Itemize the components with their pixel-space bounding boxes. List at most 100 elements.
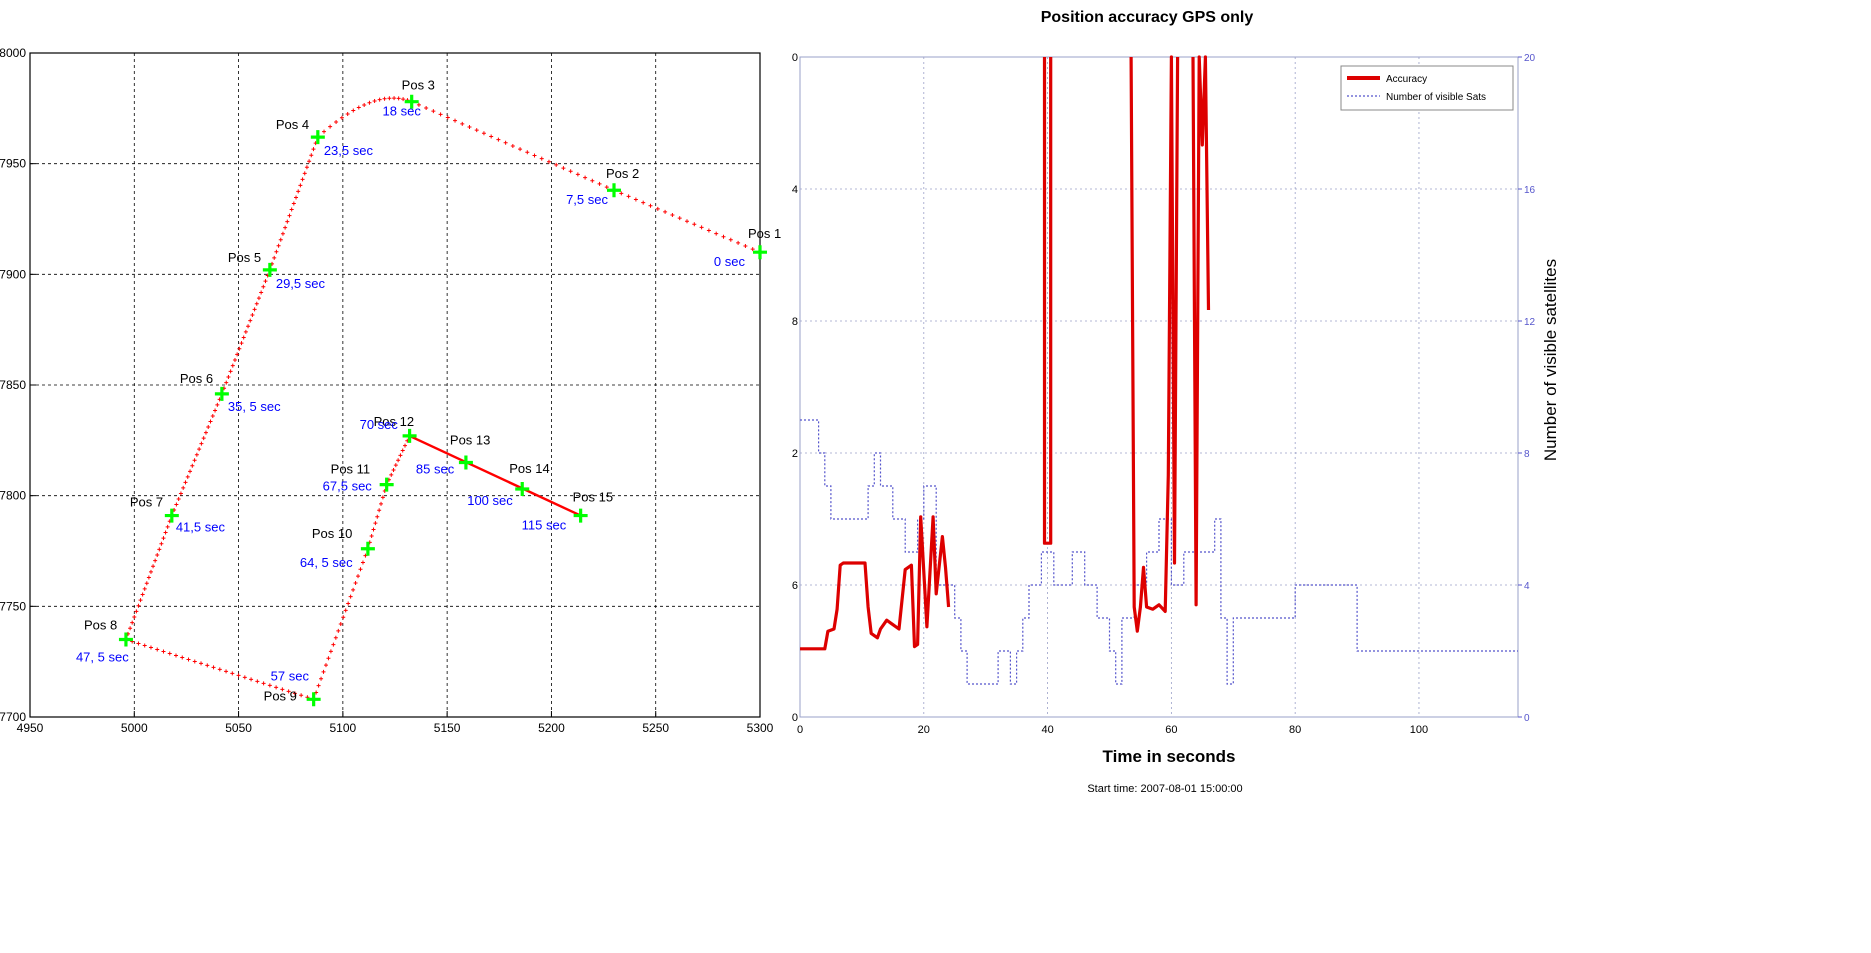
accuracy-y2-tick-label: 20 — [1524, 53, 1536, 64]
track-point — [211, 665, 216, 670]
track-point — [237, 346, 242, 351]
track-point — [326, 656, 331, 661]
track-point — [367, 100, 372, 105]
track-point — [201, 436, 206, 441]
track-point — [677, 216, 682, 221]
track-point — [142, 643, 147, 648]
position-marker — [458, 455, 473, 470]
trajectory-x-tick-label: 5200 — [538, 721, 565, 735]
track-point — [203, 430, 208, 435]
position-marker — [402, 428, 417, 443]
trajectory-y-tick-label: 7800 — [0, 489, 26, 503]
track-point — [345, 111, 350, 116]
track-point — [206, 425, 211, 430]
track-point — [403, 443, 408, 448]
track-point — [333, 635, 338, 640]
track-point — [215, 402, 220, 407]
accuracy-y2-tick-label: 0 — [1524, 713, 1530, 724]
track-point — [685, 219, 689, 224]
accuracy-y2-tick-label: 8 — [1524, 449, 1530, 460]
track-point — [750, 247, 755, 252]
track-point — [373, 521, 378, 526]
track-point — [294, 195, 299, 200]
track-point — [380, 495, 385, 500]
track-point — [140, 592, 145, 597]
track-point — [298, 183, 303, 188]
position-marker — [262, 262, 277, 277]
track-point — [736, 240, 741, 245]
track-point — [128, 626, 133, 631]
position-time-label: 70 sec — [360, 417, 399, 432]
accuracy-x-tick-label: 100 — [1410, 724, 1428, 736]
track-point — [396, 458, 401, 463]
track-point — [626, 194, 631, 199]
track-point — [319, 676, 324, 681]
track-point — [336, 628, 341, 633]
track-point — [255, 679, 260, 684]
track-point — [188, 469, 193, 474]
track-point — [416, 102, 421, 107]
track-point — [518, 147, 523, 152]
track-point — [663, 209, 668, 214]
accuracy-plot: Position accuracy GPS only 0 20 40 60 80 1000… — [792, 9, 1560, 795]
trajectory-x-tick-label: 5300 — [747, 721, 774, 735]
legend-box — [1340, 65, 1514, 111]
trajectory-y-tick-label: 7950 — [0, 157, 26, 171]
accuracy-y2-tick-label: 12 — [1524, 317, 1536, 328]
track-point — [132, 614, 137, 619]
track-point — [287, 213, 292, 218]
track-point — [743, 244, 748, 249]
track-point — [167, 651, 172, 656]
accuracy-y2-tick-label: 4 — [1524, 581, 1530, 592]
track-point — [155, 647, 160, 652]
track-point — [292, 691, 297, 696]
track-point — [307, 159, 312, 164]
position-marker — [360, 541, 375, 556]
track-point — [243, 329, 248, 334]
accuracy-series — [800, 55, 1518, 685]
trajectory-ticks: 4950 5000 5050 5100 5150 5200 5250 5300 7700 7750… — [0, 46, 774, 735]
track-point — [338, 622, 343, 627]
track-point — [597, 181, 602, 186]
track-point — [331, 642, 336, 647]
position-markers — [118, 94, 767, 707]
track-point — [532, 153, 537, 158]
track-point — [285, 219, 290, 224]
track-point — [241, 335, 246, 340]
track-point — [391, 467, 396, 472]
track-point — [199, 441, 204, 446]
track-point — [250, 312, 255, 317]
accuracy-x-tick-label: 40 — [1041, 724, 1053, 736]
track-point — [655, 206, 660, 211]
track-point — [481, 131, 486, 136]
accuracy-y2-tick-label: 16 — [1524, 185, 1536, 196]
position-label: Pos 8 — [84, 618, 117, 633]
track-point — [289, 207, 294, 212]
track-point — [181, 485, 186, 490]
accuracy-y-tick-label: 0 — [792, 712, 798, 724]
track-point — [205, 663, 210, 668]
track-point — [356, 105, 361, 110]
track-point — [136, 641, 141, 646]
track-point — [299, 693, 304, 698]
track-point — [190, 463, 195, 468]
track-point — [148, 645, 153, 650]
position-labels: Pos 10 sec Pos 2 7,5 sec Pos 3 18 sec Pos 4 23… — [76, 78, 781, 704]
track-point — [130, 620, 135, 625]
track-point — [398, 453, 403, 458]
position-marker — [404, 94, 419, 109]
track-point — [224, 380, 229, 385]
position-marker — [306, 692, 321, 707]
track-point — [568, 169, 573, 174]
trajectory-y-tick-label: 7700 — [0, 710, 26, 724]
position-marker — [164, 508, 179, 523]
track-point — [438, 112, 443, 117]
track-point — [561, 166, 566, 171]
position-label: Pos 15 — [573, 490, 613, 505]
track-point — [296, 189, 301, 194]
accuracy-y2-axis-label: Number of visible satellites — [1541, 259, 1560, 461]
track-point — [358, 567, 363, 572]
position-label: Pos 3 — [402, 78, 435, 93]
